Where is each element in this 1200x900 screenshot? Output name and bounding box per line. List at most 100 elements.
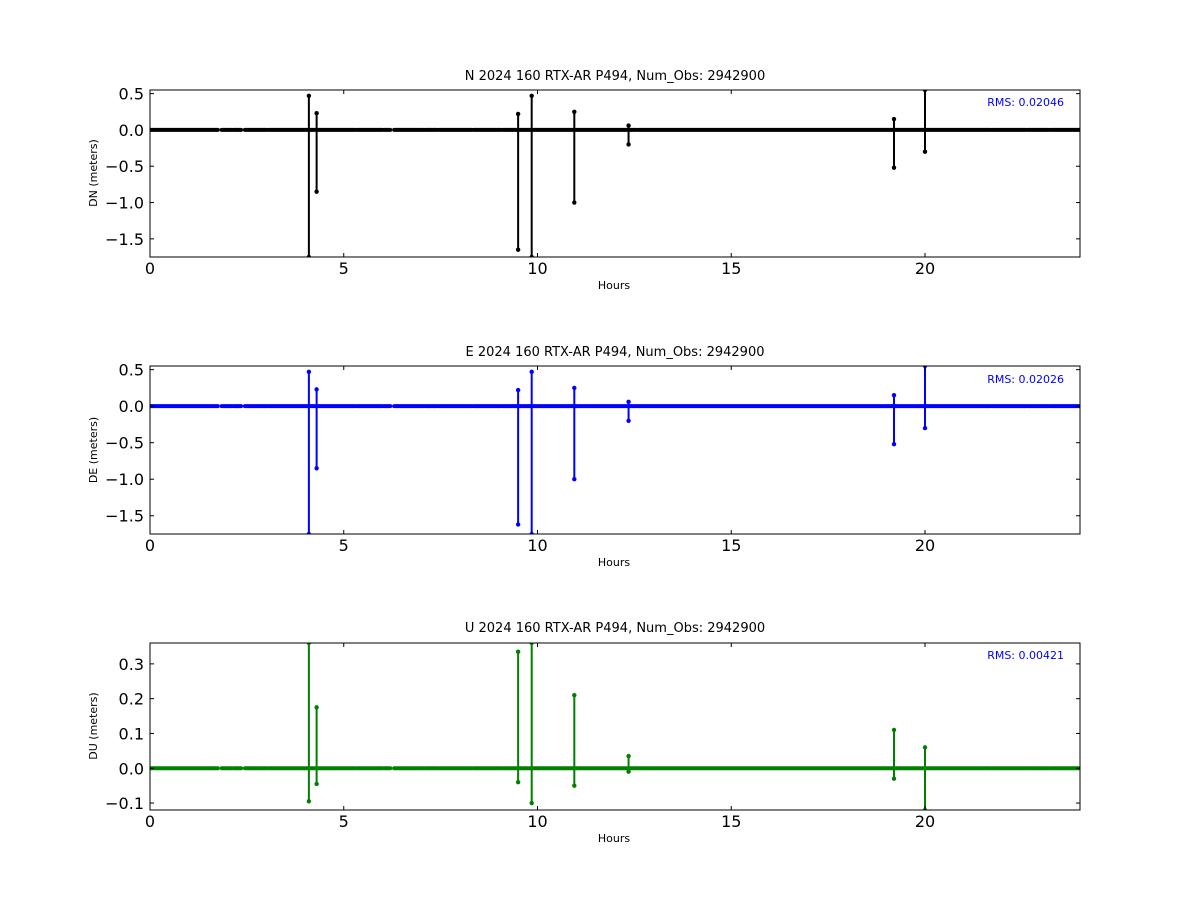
spike-marker bbox=[529, 531, 534, 534]
spike-marker bbox=[922, 149, 928, 154]
spike-marker bbox=[529, 643, 534, 646]
spike-marker bbox=[626, 399, 631, 404]
spike-marker bbox=[314, 705, 319, 710]
x-tick-label: 20 bbox=[915, 536, 935, 555]
spike-marker bbox=[306, 531, 312, 534]
spike-marker bbox=[529, 254, 534, 257]
y-tick-label: −1.0 bbox=[105, 470, 144, 489]
spike-marker bbox=[572, 783, 577, 788]
y-tick-label: 0.0 bbox=[119, 121, 144, 140]
spike-marker bbox=[891, 776, 897, 781]
spike-marker bbox=[306, 643, 312, 646]
rms-label: RMS: 0.02026 bbox=[987, 373, 1064, 386]
rms-label: RMS: 0.00421 bbox=[987, 649, 1064, 662]
spike-marker bbox=[891, 165, 897, 170]
spike-marker bbox=[515, 779, 521, 785]
spike-marker bbox=[314, 111, 319, 116]
x-tick-label: 0 bbox=[145, 812, 155, 831]
spike-marker bbox=[922, 425, 928, 431]
x-tick-label: 20 bbox=[915, 259, 935, 278]
spike-marker bbox=[529, 800, 534, 806]
spike-marker bbox=[314, 466, 319, 471]
plot-area: 0 5 10 15 20 0.5 0.0 −0.5 −1.0 −1.5 bbox=[105, 85, 1081, 278]
y-axis-label: DN (meters) bbox=[87, 139, 100, 207]
spike-marker bbox=[572, 385, 577, 391]
x-tick-label: 5 bbox=[339, 259, 349, 278]
y-tick-label: 0.1 bbox=[119, 724, 144, 743]
x-axis-label: Hours bbox=[598, 832, 630, 845]
subplot-title: U 2024 160 RTX-AR P494, Num_Obs: 2942900 bbox=[465, 621, 765, 636]
x-tick-label: 0 bbox=[145, 536, 155, 555]
spike-marker bbox=[306, 93, 312, 99]
data-series bbox=[150, 366, 1080, 534]
y-tick-label: −1.0 bbox=[105, 194, 144, 213]
spike-marker bbox=[515, 522, 521, 527]
spike-marker bbox=[922, 745, 928, 750]
y-tick-label: −0.1 bbox=[105, 794, 144, 813]
x-tick-label: 15 bbox=[721, 536, 741, 555]
spike-marker bbox=[626, 418, 631, 423]
spike-marker bbox=[314, 781, 319, 787]
spike-marker bbox=[529, 369, 534, 375]
subplot-up: U 2024 160 RTX-AR P494, Num_Obs: 2942900… bbox=[87, 621, 1081, 845]
y-tick-label: −0.5 bbox=[105, 157, 144, 176]
spike-marker bbox=[572, 200, 577, 205]
y-tick-label: −0.5 bbox=[105, 434, 144, 453]
spike-marker bbox=[572, 109, 577, 114]
y-axis-label: DE (meters) bbox=[87, 417, 100, 483]
spike-marker bbox=[515, 387, 521, 393]
subplot-title: N 2024 160 RTX-AR P494, Num_Obs: 2942900 bbox=[465, 69, 765, 84]
x-tick-label: 10 bbox=[527, 536, 547, 555]
data-series bbox=[150, 643, 1080, 810]
spike-marker bbox=[891, 116, 897, 122]
x-axis-label: Hours bbox=[598, 279, 630, 292]
spike-marker bbox=[314, 387, 319, 392]
spike-marker bbox=[891, 727, 897, 733]
subplot-east: E 2024 160 RTX-AR P494, Num_Obs: 2942900… bbox=[87, 345, 1081, 569]
x-tick-label: 5 bbox=[339, 536, 349, 555]
y-tick-label: 0.3 bbox=[119, 655, 144, 674]
y-tick-label: 0.0 bbox=[119, 759, 144, 778]
x-tick-label: 0 bbox=[145, 259, 155, 278]
axes-frame bbox=[149, 89, 1081, 258]
spike-marker bbox=[626, 753, 631, 759]
spike-marker bbox=[626, 123, 631, 128]
y-tick-label: −1.5 bbox=[105, 230, 144, 249]
spike-marker bbox=[306, 799, 312, 804]
subplot-title: E 2024 160 RTX-AR P494, Num_Obs: 2942900 bbox=[466, 345, 765, 360]
subplot-north: N 2024 160 RTX-AR P494, Num_Obs: 2942900… bbox=[87, 69, 1081, 292]
spike-marker bbox=[306, 369, 312, 375]
plot-area: 0 5 10 15 20 0.3 0.2 0.1 0.0 −0.1 bbox=[105, 642, 1081, 831]
x-tick-label: 15 bbox=[721, 812, 741, 831]
spike-marker bbox=[626, 769, 631, 774]
data-series bbox=[150, 90, 1080, 257]
spike-marker bbox=[515, 111, 521, 117]
x-tick-label: 10 bbox=[527, 812, 547, 831]
y-axis-label: DU (meters) bbox=[87, 692, 100, 759]
x-tick-label: 10 bbox=[527, 259, 547, 278]
spike-marker bbox=[306, 254, 312, 257]
rms-label: RMS: 0.02046 bbox=[987, 96, 1064, 109]
y-tick-label: −1.5 bbox=[105, 507, 144, 526]
spike-marker bbox=[891, 441, 897, 447]
spike-marker bbox=[572, 477, 577, 482]
spike-marker bbox=[314, 189, 319, 194]
spike-marker bbox=[515, 649, 521, 654]
x-tick-label: 15 bbox=[721, 259, 741, 278]
spike-marker bbox=[626, 142, 631, 147]
x-tick-label: 20 bbox=[915, 812, 935, 831]
y-tick-label: 0.5 bbox=[119, 361, 144, 380]
y-tick-label: 0.5 bbox=[119, 85, 144, 104]
plot-area: 0 5 10 15 20 0.5 0.0 −0.5 −1.0 −1.5 bbox=[105, 361, 1081, 555]
y-tick-label: 0.2 bbox=[119, 690, 144, 709]
x-axis-label: Hours bbox=[598, 556, 630, 569]
x-tick-label: 5 bbox=[339, 812, 349, 831]
spike-marker bbox=[572, 692, 577, 698]
axes-frame bbox=[149, 365, 1081, 535]
spike-marker bbox=[891, 393, 897, 398]
y-tick-label: 0.0 bbox=[119, 397, 144, 416]
axes-frame bbox=[149, 642, 1081, 811]
spike-marker bbox=[515, 247, 521, 252]
